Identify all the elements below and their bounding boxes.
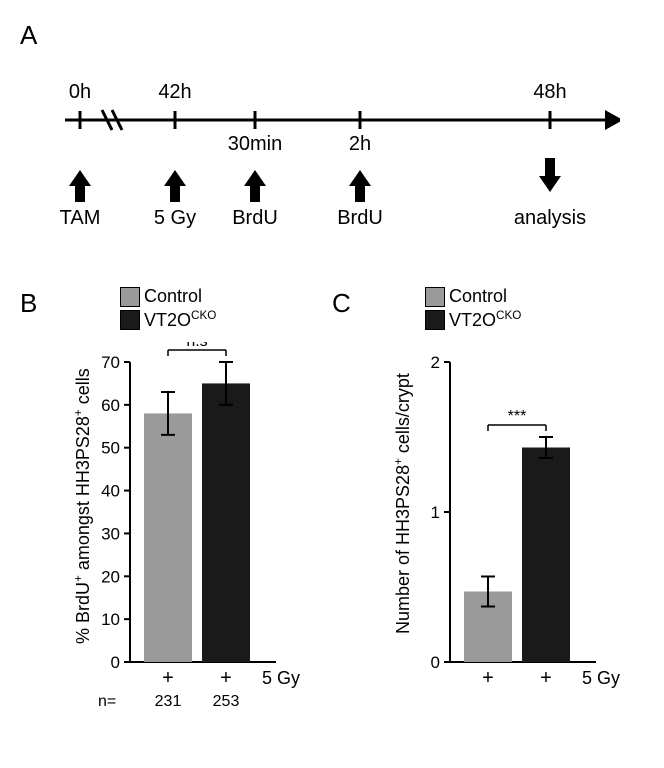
svg-text:5 Gy: 5 Gy [582,668,620,688]
svg-text:+: + [482,667,494,689]
svg-text:n.s: n.s [186,342,207,350]
svg-text:TAM: TAM [60,207,100,229]
svg-text:60: 60 [101,396,120,415]
svg-text:48h: 48h [533,81,566,103]
panel-c-svg: 0 1 2 + + *** 5 Gy [400,342,620,722]
svg-text:0: 0 [431,653,440,672]
legend-item: Control [120,286,216,307]
figure-root: A 0h TAM 42h 5 Gy 30min BrdU 2h BrdU 48h analysis… [20,20,644,748]
legend-item: VT2OCKO [425,309,521,331]
svg-text:2h: 2h [349,133,371,155]
panel-a-label: A [20,20,37,51]
legend-swatch [425,310,445,330]
svg-text:0h: 0h [69,81,91,103]
svg-text:5 Gy: 5 Gy [262,668,300,688]
legend-label: Control [449,286,507,306]
panel-b-chart: % BrdU+ amongst HH3PS28+ cells 010203040… [80,342,300,722]
legend-item: VT2OCKO [120,309,216,331]
svg-text:30min: 30min [228,133,282,155]
svg-text:50: 50 [101,439,120,458]
svg-text:BrdU: BrdU [232,207,278,229]
svg-text:0: 0 [111,653,120,672]
panel-b-label: B [20,288,37,319]
panel-b-legend: Control VT2OCKO [120,286,216,333]
legend-item: Control [425,286,521,307]
svg-text:2: 2 [431,353,440,372]
svg-text:231: 231 [155,693,182,710]
svg-text:+: + [220,667,232,689]
svg-text:1: 1 [431,503,440,522]
legend-label: Control [144,286,202,306]
svg-text:10: 10 [101,610,120,629]
legend-label: VT2OCKO [449,310,521,330]
panel-c-legend: Control VT2OCKO [425,286,521,333]
svg-text:40: 40 [101,482,120,501]
svg-text:***: *** [508,408,527,425]
timeline-svg: 0h TAM 42h 5 Gy 30min BrdU 2h BrdU 48h analysis [60,70,620,250]
svg-text:42h: 42h [158,81,191,103]
panel-c-ylabel: Number of HH3PS28+ cells/crypt [392,373,414,634]
svg-text:analysis: analysis [514,207,586,229]
legend-swatch [120,310,140,330]
svg-text:253: 253 [213,693,240,710]
svg-text:30: 30 [101,524,120,543]
svg-text:BrdU: BrdU [337,207,383,229]
svg-text:+: + [540,667,552,689]
svg-text:5 Gy: 5 Gy [154,207,196,229]
svg-text:70: 70 [101,353,120,372]
panel-c-chart: Number of HH3PS28+ cells/crypt 012++***5… [400,342,620,722]
svg-text:20: 20 [101,567,120,586]
svg-text:+: + [162,667,174,689]
legend-label: VT2OCKO [144,310,216,330]
panel-b-svg: 0 10 20 30 40 50 60 70 +231 +253 n.s 5 Gy n= [80,342,300,722]
timeline: 0h TAM 42h 5 Gy 30min BrdU 2h BrdU 48h analysis [60,70,620,250]
legend-swatch [120,287,140,307]
panel-b-ylabel: % BrdU+ amongst HH3PS28+ cells [72,368,94,644]
svg-text:n=: n= [98,693,116,710]
legend-swatch [425,287,445,307]
panel-c-label: C [332,288,351,319]
